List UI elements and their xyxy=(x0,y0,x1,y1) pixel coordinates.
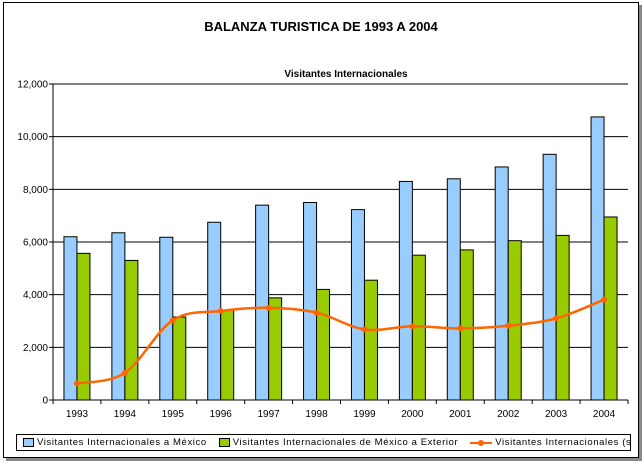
saldo-point xyxy=(361,326,368,333)
y-tick-label: 0 xyxy=(42,396,48,407)
y-tick-label: 4,000 xyxy=(23,290,48,301)
chart: Visitantes Internacionales 0 2,000 4,000 6,… xyxy=(17,69,629,420)
legend-swatch-departures xyxy=(218,438,230,447)
legend: Visitantes Internacionales a México Visi… xyxy=(16,434,631,451)
legend-label-departures: Visitantes Internacionales de México a E… xyxy=(232,437,459,448)
x-tick-label: 1994 xyxy=(114,409,137,420)
saldo-point xyxy=(169,317,176,324)
x-tick-label: 1993 xyxy=(66,409,89,420)
legend-label-balance: Visitantes Internacionales (saldo) xyxy=(495,437,631,448)
saldo-point xyxy=(313,309,320,316)
x-tick-label: 1998 xyxy=(305,409,328,420)
chart-frame: BALANZA TURISTICA DE 1993 A 2004 Visitan… xyxy=(3,2,639,458)
legend-item-departures: Visitantes Internacionales de México a E… xyxy=(218,437,459,448)
bar-departures xyxy=(124,259,139,401)
bar-departures xyxy=(172,316,187,401)
y-tick-label: 10,000 xyxy=(17,132,48,143)
x-tick-label: 2003 xyxy=(545,409,568,420)
saldo-point xyxy=(73,380,80,387)
bar-arrivals xyxy=(494,166,509,401)
page-title: BALANZA TURISTICA DE 1993 A 2004 xyxy=(204,19,438,34)
chart-title: Visitantes Internacionales xyxy=(284,69,408,80)
saldo-point xyxy=(217,307,224,314)
bar-arrivals xyxy=(255,204,270,401)
bar-arrivals xyxy=(590,116,605,401)
y-tick-label: 12,000 xyxy=(17,80,48,91)
axes: 0 2,000 4,000 6,000 8,000 10,000 12,000 1993 199… xyxy=(17,80,629,420)
saldo-line xyxy=(73,296,608,387)
x-tick-label: 1995 xyxy=(162,409,185,420)
bar-departures xyxy=(268,297,283,401)
x-tick-label: 2004 xyxy=(593,409,616,420)
saldo-point xyxy=(121,369,128,376)
bar-arrivals xyxy=(542,153,557,401)
bar-arrivals xyxy=(446,178,461,401)
bar-departures xyxy=(603,216,618,401)
x-tick-label: 1999 xyxy=(353,409,376,420)
saldo-point xyxy=(505,322,512,329)
bar-arrivals xyxy=(303,202,318,401)
legend-item-arrivals: Visitantes Internacionales a México xyxy=(23,437,207,448)
y-tick-label: 6,000 xyxy=(23,238,48,249)
legend-line-balance xyxy=(470,439,493,446)
saldo-point xyxy=(457,325,464,332)
saldo-point xyxy=(409,323,416,330)
saldo-point xyxy=(601,296,608,303)
bar-departures xyxy=(507,240,522,401)
legend-swatch-arrivals xyxy=(23,438,34,447)
legend-item-balance: Visitantes Internacionales (saldo) xyxy=(470,437,631,448)
bar-arrivals xyxy=(63,236,78,401)
saldo-point xyxy=(265,304,272,311)
saldo-point xyxy=(553,315,560,322)
legend-label-arrivals: Visitantes Internacionales a México xyxy=(37,437,207,448)
bar-departures xyxy=(316,288,331,401)
x-tick-label: 2002 xyxy=(497,409,520,420)
x-tick-label: 1997 xyxy=(258,409,281,420)
gridlines xyxy=(53,83,628,348)
x-tick-label: 2000 xyxy=(401,409,424,420)
bar-arrivals xyxy=(398,180,413,401)
bar-departures xyxy=(459,249,474,401)
y-tick-label: 8,000 xyxy=(23,185,48,196)
y-tick-label: 2,000 xyxy=(23,343,48,354)
x-tick-label: 2001 xyxy=(449,409,472,420)
saldo-line-path xyxy=(76,298,605,385)
bar-departures xyxy=(76,252,91,401)
bar-arrivals xyxy=(350,209,365,401)
bars xyxy=(63,116,618,401)
bar-departures xyxy=(363,279,378,401)
x-tick-label: 1996 xyxy=(210,409,233,420)
bar-departures xyxy=(220,309,235,401)
